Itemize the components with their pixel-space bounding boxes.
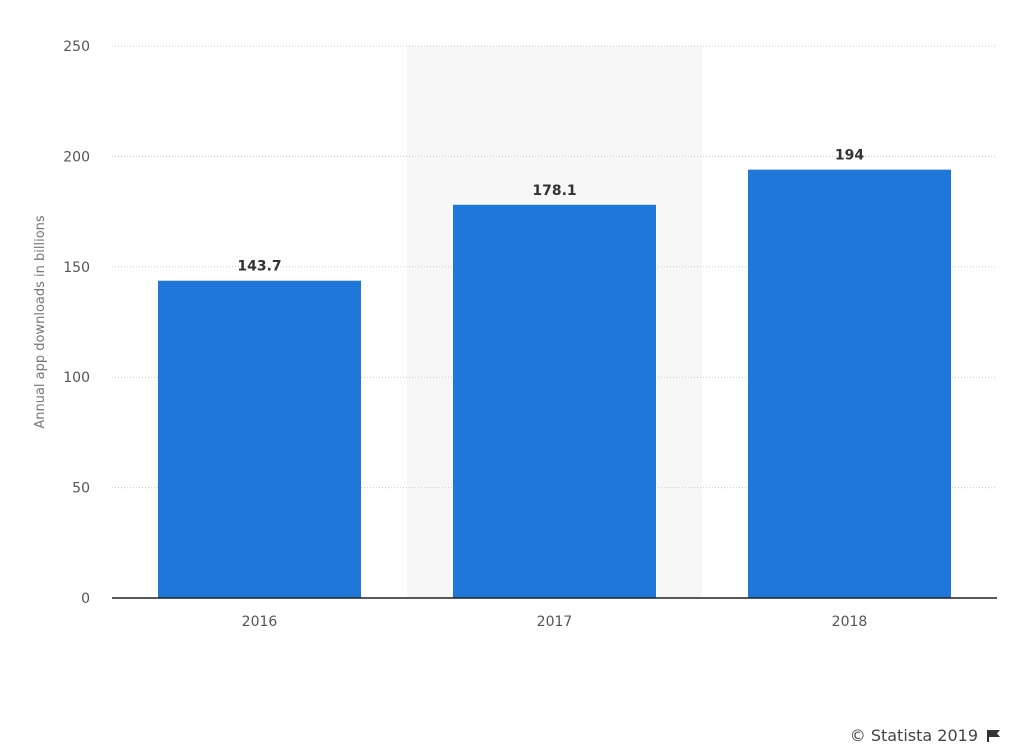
- credit[interactable]: © Statista 2019: [850, 726, 1002, 745]
- x-tick-label: 2018: [832, 614, 868, 630]
- data-label-2018: 194: [835, 148, 864, 164]
- y-tick-label: 0: [81, 591, 90, 607]
- y-axis-title: Annual app downloads in billions: [33, 215, 48, 429]
- flag-icon[interactable]: [986, 729, 1002, 743]
- y-tick-label: 200: [63, 149, 90, 165]
- bar-2016[interactable]: [158, 280, 361, 598]
- bar-chart: 143.7 178.1 194 0 50 100 150 200 250 2016 2017 201…: [33, 39, 997, 630]
- bar-2017[interactable]: [453, 204, 656, 599]
- y-tick-label: 250: [63, 39, 90, 55]
- x-tick-label: 2016: [242, 614, 278, 630]
- bar-2018[interactable]: [748, 169, 951, 598]
- data-label-2016: 143.7: [237, 259, 281, 275]
- y-tick-label: 100: [63, 370, 90, 386]
- y-tick-label: 50: [72, 481, 90, 497]
- y-tick-label: 150: [63, 260, 90, 276]
- x-tick-label: 2017: [537, 614, 573, 630]
- data-label-2017: 178.1: [532, 183, 576, 199]
- credit-text: © Statista 2019: [849, 726, 978, 745]
